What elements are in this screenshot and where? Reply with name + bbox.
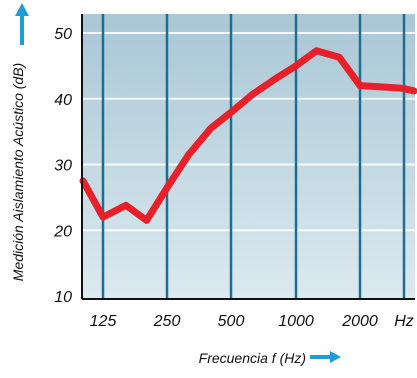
x-tick-labels: 125 250 500 1000 2000 Hz: [90, 313, 414, 330]
plot-background: [82, 14, 415, 299]
x-tick-label: 250: [153, 313, 181, 330]
vertical-gridlines: [101, 14, 406, 299]
x-tick-label: 2000: [341, 313, 378, 330]
x-tick-label: 1000: [278, 313, 314, 330]
x-tick-label: Hz: [394, 313, 414, 330]
x-axis-arrow-icon: [310, 351, 341, 363]
y-tick-label: 20: [53, 223, 72, 240]
y-axis-title: Medición Aislamiento Acústico (dB): [10, 63, 26, 281]
series-line: [79, 47, 417, 224]
y-axis-arrow-icon: [15, 3, 29, 45]
y-tick-label: 50: [54, 26, 72, 43]
y-tick-label: 40: [54, 92, 72, 109]
y-tick-label: 30: [54, 158, 72, 175]
y-tick-labels: 10 20 30 40 50: [53, 26, 72, 306]
y-tick-label: 10: [54, 289, 72, 306]
x-tick-label: 500: [218, 313, 245, 330]
x-axis-title: Frecuencia f (Hz): [199, 350, 306, 366]
x-tick-label: 125: [90, 313, 117, 330]
